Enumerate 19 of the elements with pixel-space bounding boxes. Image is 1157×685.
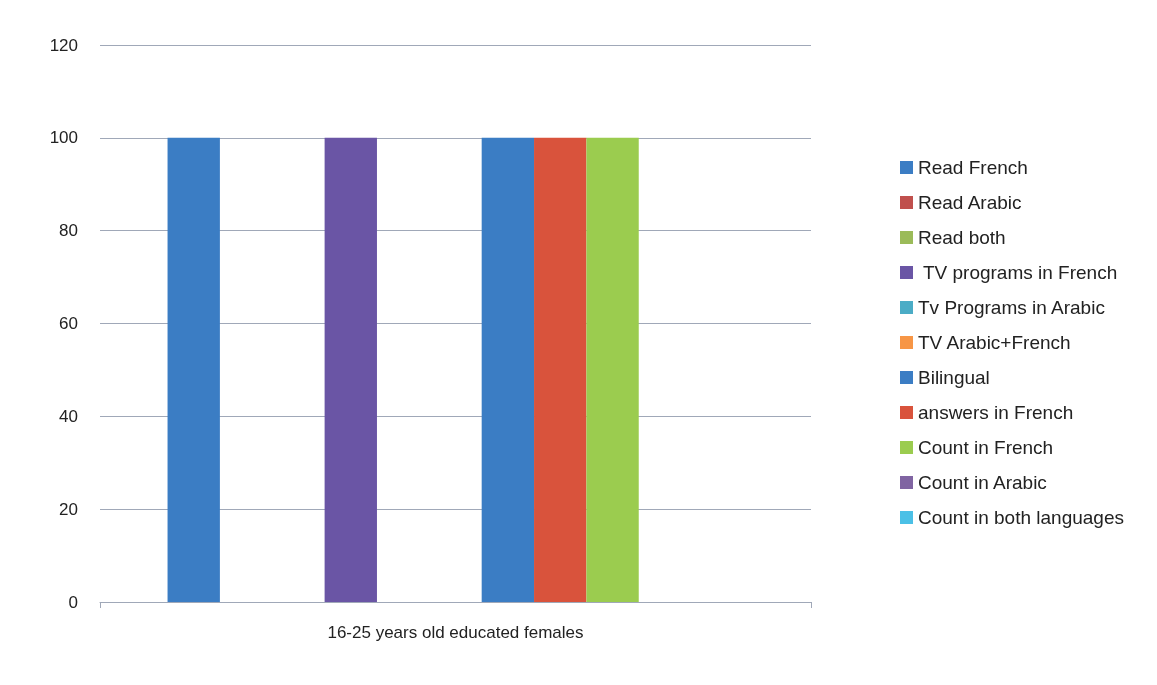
x-tick-label: 16-25 years old educated females: [327, 623, 584, 642]
legend-label: Count in Arabic: [918, 472, 1047, 493]
legend-label: answers in French: [918, 402, 1074, 423]
legend-label: Read both: [918, 227, 1006, 248]
y-tick-label: 60: [59, 314, 78, 333]
y-tick-label: 80: [59, 221, 78, 241]
legend-label: Bilingual: [918, 367, 990, 388]
y-tick-label: 20: [59, 499, 78, 519]
legend-label: Tv Programs in Arabic: [918, 297, 1105, 318]
legend-label: Read French: [918, 157, 1028, 178]
y-tick-label: 40: [59, 406, 78, 426]
y-tick-label: 0: [68, 592, 78, 612]
legend-label: TV programs in French: [918, 262, 1118, 283]
legend-label: TV Arabic+French: [918, 332, 1071, 353]
y-tick-label: 100: [49, 128, 78, 148]
legend-label: Count in both languages: [918, 507, 1125, 528]
legend-label: Read Arabic: [918, 192, 1022, 213]
y-tick-label: 120: [49, 35, 78, 55]
legend-label: Count in French: [918, 437, 1054, 458]
